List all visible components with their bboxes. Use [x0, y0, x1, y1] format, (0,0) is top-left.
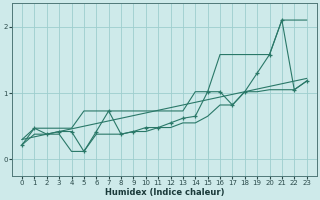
X-axis label: Humidex (Indice chaleur): Humidex (Indice chaleur) — [105, 188, 224, 197]
